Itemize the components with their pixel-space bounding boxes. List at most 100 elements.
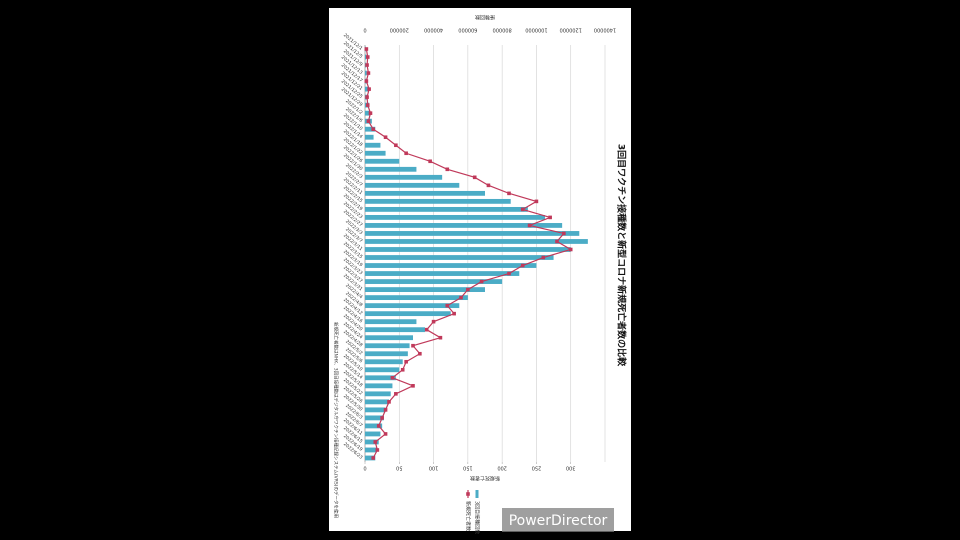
line-marker <box>411 384 415 388</box>
line-marker <box>371 456 376 460</box>
line-marker <box>365 95 369 99</box>
line-marker <box>520 207 525 212</box>
bar <box>365 415 384 421</box>
line-marker <box>548 215 552 220</box>
bar <box>365 134 374 140</box>
legend-label: 新規死亡者数 <box>465 501 472 531</box>
bar <box>365 158 400 164</box>
bar <box>365 142 381 148</box>
bar <box>365 455 376 461</box>
bar <box>365 383 393 389</box>
line-marker <box>366 119 371 123</box>
line-marker <box>376 424 381 428</box>
line-marker <box>394 143 398 148</box>
bar <box>365 303 460 309</box>
y2-axis-title: 新規死亡者数 <box>470 475 500 482</box>
y-tick-label: 600000 <box>458 27 477 33</box>
line-marker <box>541 255 546 260</box>
line-marker <box>507 191 511 196</box>
line-marker <box>479 279 484 284</box>
chart-title: 3回目ワクチン接種数と新型コロナ新規死亡者数の比較 <box>616 144 628 367</box>
line-marker <box>365 63 369 67</box>
line-marker <box>371 127 376 132</box>
line-marker <box>368 111 373 115</box>
bar <box>365 255 554 260</box>
bar <box>365 206 528 212</box>
line-marker <box>534 199 539 204</box>
line-marker <box>452 311 456 316</box>
y2-tick-label: 50 <box>396 465 402 471</box>
bar <box>365 182 460 188</box>
line-marker <box>365 55 370 59</box>
watermark: PowerDirector <box>509 513 608 529</box>
bar <box>365 239 588 244</box>
bar <box>365 54 367 60</box>
line-marker <box>527 223 532 228</box>
line-marker <box>383 432 388 436</box>
y-tick-label: 200000 <box>390 27 409 33</box>
line-marker <box>364 47 369 51</box>
line-marker <box>404 359 408 364</box>
line-marker <box>404 151 408 156</box>
y-tick-label: 1000000 <box>525 27 547 33</box>
y-tick-label: 400000 <box>424 27 443 33</box>
y-tick-label: 1400000 <box>594 27 616 33</box>
line-marker <box>380 416 384 420</box>
bar <box>365 190 485 196</box>
line-marker <box>400 367 405 372</box>
line-marker <box>568 247 573 252</box>
line-marker <box>424 327 429 332</box>
line-marker <box>466 287 470 292</box>
bar <box>365 215 545 220</box>
y2-tick-label: 200 <box>497 465 507 471</box>
line-marker <box>367 87 371 91</box>
line-marker <box>394 392 398 396</box>
source-note: 新規死亡者数はNHK、3回目接種数はデジタル庁ワクチン接種記録システム(VRS)… <box>333 322 340 518</box>
line-marker <box>418 351 422 356</box>
line-marker <box>365 103 370 107</box>
line-marker <box>555 239 559 244</box>
bar <box>365 391 391 397</box>
bar <box>365 367 400 373</box>
line-marker <box>459 295 463 300</box>
y-tick-label: 0 <box>363 27 366 33</box>
line-marker <box>562 231 566 236</box>
watermark-box <box>502 508 614 532</box>
line-marker <box>373 440 378 444</box>
line-marker <box>431 319 436 324</box>
legend-swatch <box>466 492 470 496</box>
bar <box>365 126 376 132</box>
line-marker <box>438 335 443 340</box>
bar <box>365 287 485 292</box>
line-marker <box>445 167 450 172</box>
bar <box>365 447 377 453</box>
bar <box>365 423 383 429</box>
chart-panel <box>329 8 631 531</box>
bar <box>365 335 413 341</box>
bar <box>365 311 451 317</box>
y2-tick-label: 250 <box>532 465 542 471</box>
legend-label: 3回目接種回数 <box>474 501 481 534</box>
y-axis-title: 接種回数 <box>475 14 495 21</box>
y2-tick-label: 300 <box>566 465 576 471</box>
bar <box>365 110 371 116</box>
bar <box>365 319 417 325</box>
bar <box>365 174 443 180</box>
y-tick-label: 800000 <box>493 27 512 33</box>
bar <box>365 279 503 284</box>
y2-tick-label: 0 <box>363 465 366 471</box>
line-marker <box>390 375 395 380</box>
bar <box>365 247 571 252</box>
line-marker <box>383 408 388 412</box>
line-marker <box>387 400 391 404</box>
line <box>365 48 573 459</box>
y-tick-label: 1200000 <box>560 27 582 33</box>
bar <box>365 343 410 349</box>
bar <box>365 359 403 365</box>
line-marker <box>445 303 450 308</box>
bar <box>365 399 389 405</box>
bar <box>365 70 367 76</box>
bar <box>365 439 379 445</box>
